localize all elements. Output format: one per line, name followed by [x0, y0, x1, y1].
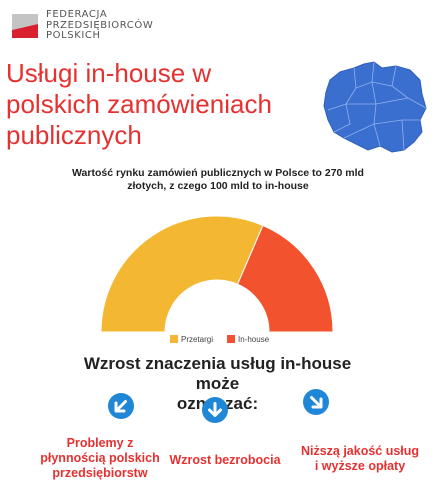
consequence-line: Wzrost bezrobocia: [169, 453, 281, 467]
chart-subtitle: Wartość rynku zamówień publicznych w Pol…: [68, 167, 368, 193]
consequence-line: płynnością polskich: [40, 451, 160, 465]
legend-item: Przetargi: [170, 335, 213, 344]
legend-swatch: [170, 335, 178, 343]
donut-slice-przetargi: [100, 215, 264, 333]
consequence-unemployment: Wzrost bezrobocia: [150, 453, 300, 468]
consequence-line: Niższą jakość usług: [300, 444, 420, 458]
legend-item: In-house: [227, 335, 269, 344]
subtitle-line: Wartość rynku zamówień publicznych w Pol…: [72, 167, 364, 179]
poland-map-icon: [323, 61, 427, 153]
legend-label: Przetargi: [181, 334, 214, 344]
page-title: Usługi in-house w polskich zamówieniach …: [6, 58, 306, 151]
logo-line: FEDERACJA: [46, 9, 108, 20]
consequence-line: i wyższe opłaty: [314, 459, 406, 473]
arrow-down-left-icon: [108, 393, 134, 419]
consequence-line: Problemy z: [66, 436, 134, 450]
subtitle-line: złotych, z czego 100 mld to in-house: [127, 180, 309, 192]
legend-label: In-house: [238, 334, 270, 344]
title-line: polskich zamówieniach: [6, 89, 272, 119]
chart-legend: Przetargi In-house: [170, 333, 283, 345]
arrow-down-icon: [202, 397, 228, 423]
title-line: publicznych: [6, 120, 142, 150]
logo-line: PRZEDSIĘBIORCÓW: [46, 19, 154, 31]
logo-text: FEDERACJA PRZEDSIĘBIORCÓW POLSKICH: [46, 9, 206, 42]
semicircle-donut-chart: [100, 215, 334, 333]
heading-line: Wzrost znaczenia usług in-house może: [83, 354, 352, 393]
consequence-quality: Niższą jakość usług i wyższe opłaty: [285, 444, 435, 474]
title-line: Usługi in-house w: [6, 58, 212, 88]
legend-swatch: [227, 335, 236, 343]
arrow-down-right-icon: [303, 389, 329, 415]
consequence-line: przedsiębiorstw: [52, 466, 148, 480]
consequence-liquidity: Problemy z płynnością polskich przedsięb…: [20, 436, 180, 481]
donut-slice-in-house: [236, 224, 334, 333]
logo-line: POLSKICH: [46, 30, 101, 41]
flag-logo-icon: [12, 14, 38, 38]
